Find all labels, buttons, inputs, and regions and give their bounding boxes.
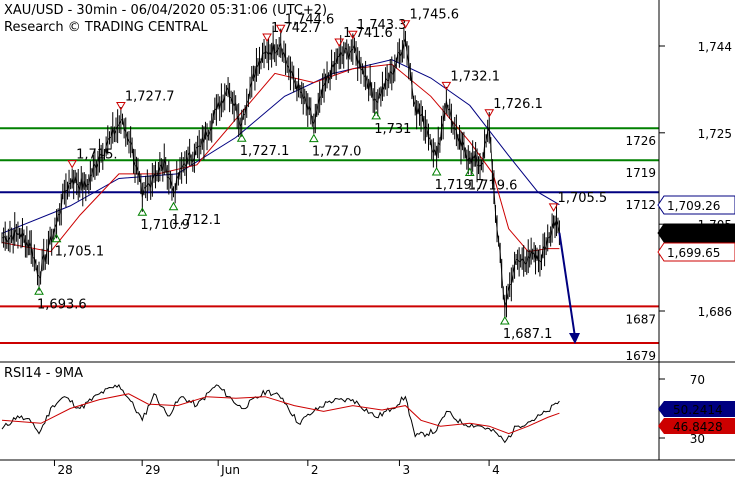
- rsi-tag-ma: [658, 418, 735, 434]
- high-marker-1,744.6: [275, 24, 286, 34]
- price-pane: [0, 0, 659, 362]
- rsi-ma-line: [1, 393, 560, 435]
- high-label-1,742.7: 1,742.7: [271, 21, 321, 36]
- extrema-annotations-layer: 1,693.6 1,705.1 1,715. 1,727.7 1,710.91,712.…: [34, 8, 608, 342]
- time-tick-label: 28: [57, 463, 72, 477]
- low-label-1,687.1: 1,687.1: [503, 327, 553, 342]
- level-label-1679: 1679: [625, 349, 656, 363]
- high-marker-1,741.6: [334, 38, 345, 47]
- low-label-1,712.1: 1,712.1: [172, 213, 222, 228]
- projection-layer: [558, 232, 580, 344]
- time-tick-label: 2: [311, 463, 319, 477]
- price-tick-label: 1,725: [698, 127, 732, 141]
- level-label-1719: 1719: [625, 166, 656, 180]
- low-marker-1,712.1: [168, 201, 179, 211]
- rsi-title: RSI14 - 9MA: [4, 366, 83, 381]
- high-label-1,727.7: 1,727.7: [125, 89, 175, 104]
- rsi-axis-ticks: 30 70: [659, 373, 705, 446]
- high-marker-1,745.6: [400, 20, 411, 29]
- low-marker-1,687.1: [499, 315, 510, 325]
- projection-arrow-shaft: [558, 232, 576, 338]
- level-label-1726: 1726: [625, 134, 656, 148]
- current-value-tags: 1,709.26 1,703.13 1,699.65: [657, 195, 735, 262]
- current-tag-ma_fast: [657, 242, 735, 262]
- high-marker-1,705.5: [548, 203, 559, 212]
- low-label-1,693.6: 1,693.6: [37, 297, 87, 312]
- price-line: [1, 38, 560, 307]
- high-label-1,744.6: 1,744.6: [285, 12, 335, 27]
- price-tick-label: 1,744: [698, 40, 732, 54]
- current-tag-price: [657, 223, 735, 243]
- rsi-tick-label: 70: [690, 373, 705, 387]
- low-label-1,727.1: 1,727.1: [240, 144, 290, 159]
- low-marker-1,727.0: [308, 133, 319, 143]
- rsi-current-tags: 50.2414 46.8428: [658, 401, 735, 434]
- current-tag-label-price: 1,703.13: [667, 227, 720, 241]
- current-tag-ma_slow: [657, 195, 735, 215]
- high-label-1,741.6: 1,741.6: [343, 26, 393, 41]
- low-label-1,727.0: 1,727.0: [312, 145, 362, 160]
- low-label-1,719.7: 1,719.7: [435, 178, 485, 193]
- price-layer: [1, 25, 560, 318]
- time-tick-label: Jun: [220, 463, 240, 477]
- high-label-1,705.5: 1,705.5: [558, 191, 608, 206]
- ma-fast-line: [1, 63, 560, 253]
- time-tick-label: 4: [492, 463, 500, 477]
- rsi-tag-label-rsi: 50.2414: [673, 403, 723, 417]
- low-marker-1,727.1: [236, 133, 247, 142]
- price-tick-label: 1,686: [698, 305, 732, 319]
- time-axis-ticks: 28 29 Jun 2 3 4: [53, 460, 500, 477]
- low-label-1,705.1: 1,705.1: [55, 245, 105, 260]
- low-marker-1,719.7: [431, 167, 442, 176]
- low-marker-1,719.6: [464, 167, 475, 176]
- rsi-layer: [1, 383, 560, 444]
- time-tick-label: 3: [402, 463, 410, 477]
- high-marker-1,726.1: [484, 109, 495, 118]
- projection-arrow-head: [569, 332, 580, 344]
- low-label-1,731: 1,731: [374, 122, 411, 137]
- chart-subtitle: Research © TRADING CENTRAL: [4, 20, 208, 35]
- current-tag-label-ma_fast: 1,699.65: [667, 246, 720, 260]
- low-label-1,719.6: 1,719.6: [468, 178, 518, 193]
- high-label-1,745.6: 1,745.6: [409, 8, 459, 23]
- low-marker-1,710.9: [137, 207, 148, 216]
- high-label-1,726.1: 1,726.1: [493, 97, 543, 112]
- rsi-tag-label-ma: 46.8428: [673, 420, 723, 434]
- high-label-1,732.1: 1,732.1: [450, 69, 500, 84]
- low-label-1,710.9: 1,710.9: [140, 218, 190, 233]
- levels-layer: 1726 1719 1712 1687 1679: [0, 127, 659, 363]
- rsi-tag-rsi: [658, 401, 735, 417]
- rsi-line: [1, 383, 560, 444]
- high-label-1,715.: 1,715.: [76, 148, 117, 163]
- high-marker-1,743.3: [347, 30, 358, 40]
- level-label-1687: 1687: [625, 312, 656, 326]
- low-marker-1,705.1: [51, 233, 62, 243]
- high-marker-1,742.7: [262, 33, 272, 42]
- time-tick-label: 29: [145, 463, 160, 477]
- high-marker-1,732.1: [441, 81, 452, 91]
- level-label-1712: 1712: [625, 198, 656, 212]
- low-marker-1,693.6: [34, 286, 44, 295]
- high-marker-1,727.7: [116, 101, 126, 111]
- high-marker-1,715.: [67, 160, 78, 169]
- current-tag-label-ma_slow: 1,709.26: [667, 199, 720, 213]
- rsi-tick-label: 30: [690, 432, 705, 446]
- low-marker-1,731: [371, 110, 382, 120]
- high-label-1,743.3: 1,743.3: [357, 18, 407, 33]
- chart-title: XAU/USD - 30min - 06/04/2020 05:31:06 (U…: [4, 3, 327, 18]
